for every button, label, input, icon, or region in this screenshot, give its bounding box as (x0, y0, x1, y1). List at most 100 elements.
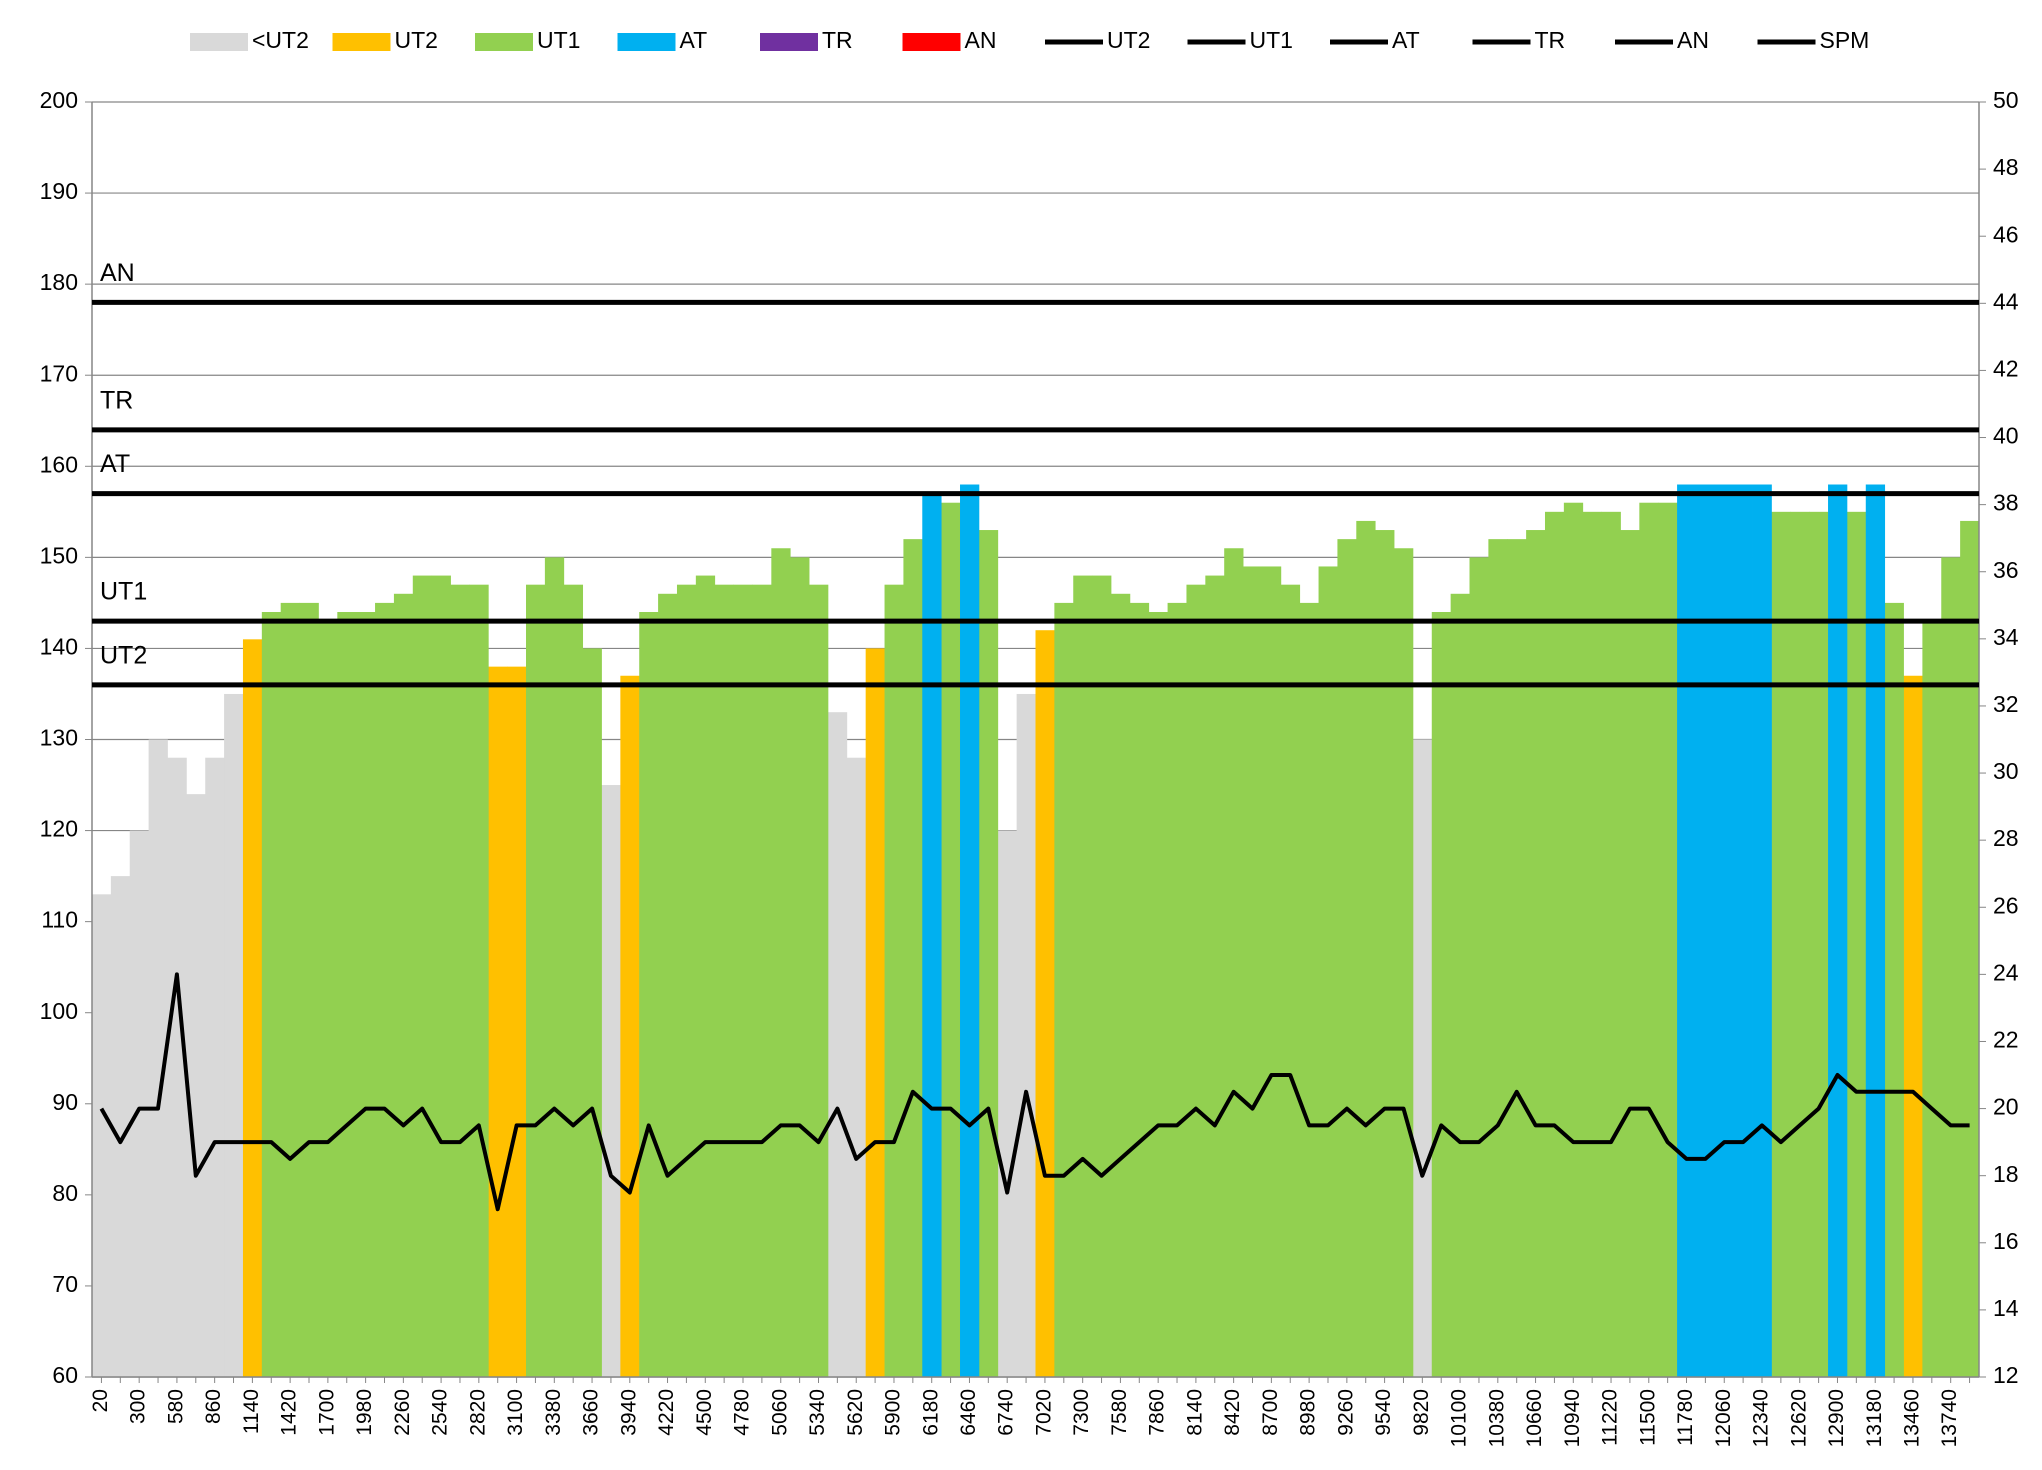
bar (1828, 484, 1848, 1377)
bar (129, 830, 150, 1377)
bar (1375, 530, 1395, 1377)
x-tick-label: 11780 (1674, 1389, 1697, 1446)
x-tick-label: 7580 (1108, 1389, 1131, 1436)
bar (488, 666, 508, 1377)
bar (695, 575, 716, 1377)
legend-swatch (902, 33, 961, 51)
bar (960, 484, 980, 1377)
bar (1544, 511, 1565, 1378)
x-tick-label: 5060 (768, 1389, 791, 1436)
bar (224, 693, 244, 1377)
y-tick-label: 180 (40, 269, 78, 295)
x-tick-label: 12340 (1750, 1389, 1773, 1447)
bar (1337, 539, 1357, 1377)
bar (544, 557, 565, 1377)
x-tick-label: 2540 (429, 1389, 452, 1436)
bar (92, 894, 112, 1377)
y2-tick-label: 28 (1993, 825, 2019, 851)
bar (827, 712, 848, 1377)
y-tick-label: 190 (40, 178, 78, 204)
x-tick-label: 6740 (995, 1389, 1018, 1436)
legend-label: <UT2 (252, 27, 309, 53)
y2-tick-label: 36 (1993, 557, 2019, 583)
bar (1148, 612, 1168, 1377)
bar (676, 584, 697, 1377)
x-tick-label: 6460 (957, 1389, 980, 1436)
x-tick-label: 4780 (731, 1389, 754, 1436)
y-tick-label: 200 (40, 87, 78, 113)
x-tick-label: 9540 (1372, 1389, 1395, 1436)
y-tick-label: 150 (40, 542, 78, 568)
bar (1620, 530, 1640, 1377)
bar (1601, 511, 1621, 1378)
bar (1129, 602, 1150, 1377)
bar (639, 612, 659, 1377)
bar (1299, 602, 1319, 1377)
y-tick-label: 60 (52, 1362, 78, 1388)
x-tick-label: 13460 (1901, 1389, 1924, 1447)
bar (261, 612, 282, 1377)
bar (771, 548, 791, 1377)
threshold-label: TR (100, 386, 133, 414)
legend-label: TR (1535, 27, 1566, 53)
y2-tick-label: 18 (1993, 1161, 2019, 1187)
x-tick-label: 11500 (1636, 1389, 1659, 1446)
bar (1092, 575, 1112, 1377)
y-tick-label: 110 (41, 907, 78, 933)
y2-tick-label: 26 (1993, 892, 2019, 918)
y-tick-label: 130 (40, 725, 78, 751)
bar (1167, 602, 1187, 1377)
y2-tick-label: 50 (1993, 87, 2019, 113)
bar (563, 584, 584, 1377)
bar (337, 612, 357, 1377)
bar (412, 575, 433, 1377)
x-tick-label: 10100 (1448, 1389, 1471, 1447)
bar (1865, 484, 1886, 1377)
bar (469, 584, 489, 1377)
bar (1752, 484, 1772, 1377)
bar (1733, 484, 1753, 1377)
bar (526, 584, 546, 1377)
bar (1488, 539, 1508, 1377)
bar (1073, 575, 1093, 1377)
x-tick-label: 4220 (655, 1389, 678, 1436)
y2-tick-label: 24 (1993, 959, 2019, 985)
bar (1658, 502, 1678, 1377)
x-tick-label: 9820 (1410, 1389, 1433, 1436)
bar (1941, 557, 1961, 1377)
bar (1903, 675, 1923, 1377)
x-tick-label: 8420 (1221, 1389, 1244, 1436)
bar (1695, 484, 1716, 1377)
bar (582, 648, 602, 1377)
x-tick-label: 5900 (882, 1389, 905, 1436)
legend-swatch (190, 33, 248, 51)
x-tick-label: 12900 (1825, 1389, 1848, 1447)
y2-tick-label: 12 (1993, 1362, 2019, 1388)
bar (809, 584, 829, 1377)
legend-label: UT2 (1107, 27, 1150, 53)
y2-tick-label: 30 (1993, 758, 2019, 784)
legend-label: UT2 (395, 27, 438, 53)
y2-tick-label: 38 (1993, 490, 2019, 516)
x-tick-label: 13180 (1863, 1389, 1886, 1447)
legend-label: SPM (1820, 27, 1870, 53)
spm-line (99, 972, 1970, 1212)
threshold-label: AN (100, 259, 135, 287)
bar (375, 602, 395, 1377)
y2-tick-label: 42 (1993, 355, 2019, 381)
legend-label: UT1 (537, 27, 580, 53)
y-tick-label: 170 (40, 360, 78, 386)
x-tick-label: 7020 (1032, 1389, 1055, 1436)
bar (1469, 557, 1489, 1377)
threshold-label: UT2 (100, 641, 147, 669)
threshold-label: AT (100, 450, 130, 478)
y-tick-label: 100 (40, 998, 78, 1024)
bar (1714, 484, 1735, 1377)
legend-label: TR (822, 27, 853, 53)
bar (299, 602, 319, 1377)
x-tick-label: 860 (202, 1389, 225, 1424)
x-tick-label: 8140 (1183, 1389, 1206, 1436)
y2-tick-label: 46 (1993, 221, 2019, 247)
